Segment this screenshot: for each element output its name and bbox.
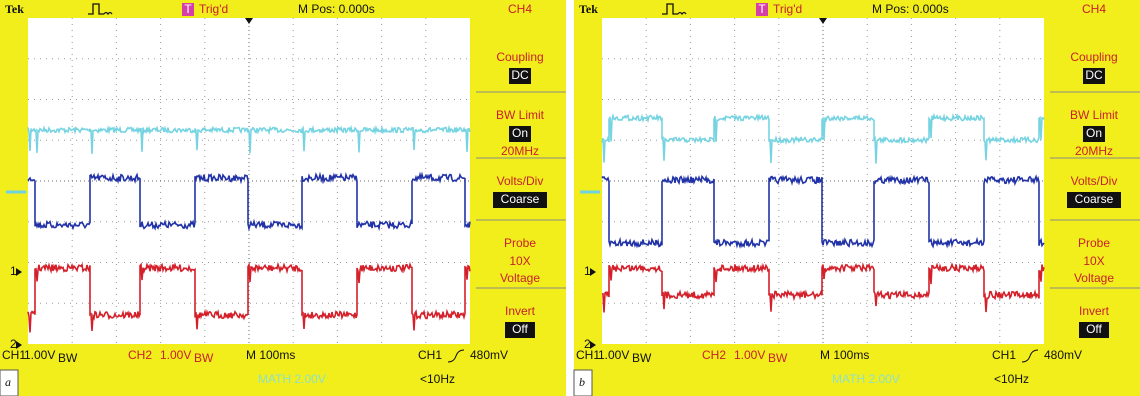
menu-value: Coarse [1075, 192, 1114, 206]
ch2-bw: BW [768, 351, 788, 365]
ch1-marker: 1 [10, 264, 17, 278]
menu-title: BW Limit [1070, 108, 1119, 122]
ch2-bw: BW [194, 351, 214, 365]
menu-value: On [512, 126, 528, 140]
ch2-label: CH2 [702, 348, 726, 362]
ch2-scale: 1.00V [734, 348, 765, 362]
menu-title: Probe [1078, 236, 1110, 250]
m-pos: M Pos: 0.000s [298, 2, 375, 16]
menu-title: Volts/Div [497, 174, 544, 188]
timebase: M 100ms [246, 348, 295, 362]
menu-value: Off [512, 322, 528, 336]
menu-title: Invert [505, 304, 536, 318]
trigger-source: CH1 [992, 348, 1016, 362]
oscilloscope-screenshots: TekTTrig'dM Pos: 0.000sCH412CouplingDCBW… [0, 0, 1140, 396]
ch1-label: CH1 [576, 348, 600, 362]
m-pos: M Pos: 0.000s [872, 2, 949, 16]
channel: CH4 [1082, 2, 1106, 16]
menu-line: 10X [1083, 254, 1104, 268]
menu-value: DC [1085, 68, 1103, 82]
timebase: M 100ms [820, 348, 869, 362]
trigger-source: CH1 [418, 348, 442, 362]
trigger-level: 480mV [1044, 348, 1082, 362]
ch1-bw: BW [58, 351, 78, 365]
menu-title: Probe [504, 236, 536, 250]
ch1-label: CH1 [2, 348, 26, 362]
brand: Tek [5, 2, 24, 16]
panel-label: b [579, 375, 585, 389]
menu-line: 20MHz [1075, 144, 1113, 158]
menu-title: Volts/Div [1071, 174, 1118, 188]
frequency: <10Hz [420, 372, 455, 386]
menu-line: 20MHz [501, 144, 539, 158]
ch2-label: CH2 [128, 348, 152, 362]
menu-title: Invert [1079, 304, 1110, 318]
ch1-scale: 1.00V [24, 348, 55, 362]
math: MATH 2.00V [832, 372, 900, 386]
brand: Tek [579, 2, 598, 16]
menu-line: Voltage [1074, 271, 1114, 285]
math: MATH 2.00V [258, 372, 326, 386]
ch2-scale: 1.00V [160, 348, 191, 362]
menu-line: 10X [509, 254, 530, 268]
menu-value: On [1086, 126, 1102, 140]
menu-value: Off [1086, 322, 1102, 336]
menu-title: BW Limit [496, 108, 545, 122]
ch1-scale: 1.00V [598, 348, 629, 362]
ch1-bw: BW [632, 351, 652, 365]
channel: CH4 [508, 2, 532, 16]
menu-value: DC [511, 68, 529, 82]
frequency: <10Hz [994, 372, 1029, 386]
trigger-icon: T [758, 2, 766, 16]
trigger-icon: T [184, 2, 192, 16]
ch1-marker: 1 [584, 264, 591, 278]
trigger-status: Trig'd [199, 2, 228, 16]
menu-title: Coupling [496, 50, 543, 64]
panel-label: a [5, 375, 11, 389]
menu-line: Voltage [500, 271, 540, 285]
trigger-status: Trig'd [773, 2, 802, 16]
trigger-level: 480mV [470, 348, 508, 362]
menu-value: Coarse [501, 192, 540, 206]
menu-title: Coupling [1070, 50, 1117, 64]
